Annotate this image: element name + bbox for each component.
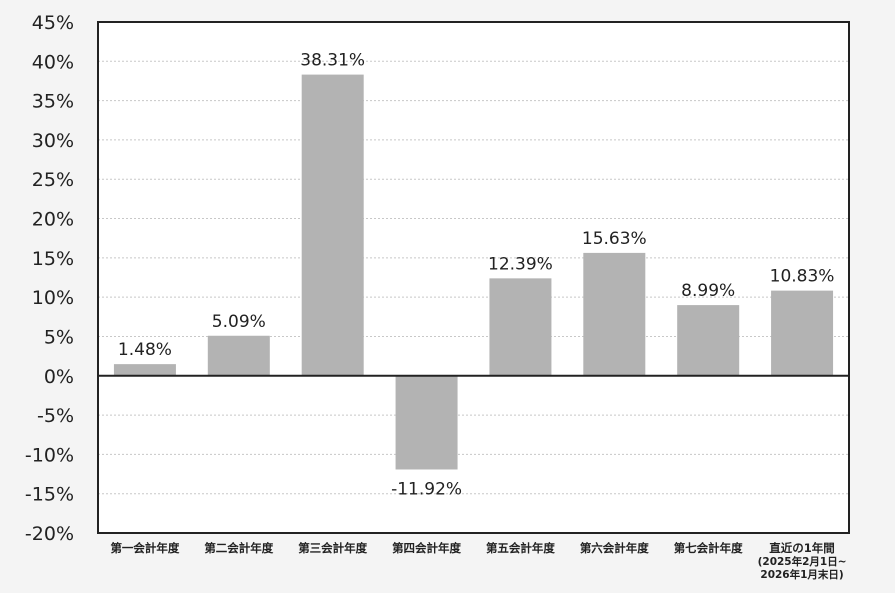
x-tick-label: 第七会計年度 xyxy=(674,541,743,555)
y-tick-label: 15% xyxy=(32,248,74,270)
data-label: 15.63% xyxy=(582,229,647,249)
plot-area xyxy=(98,22,849,533)
y-tick-label: 40% xyxy=(32,51,74,73)
y-tick-label: -5% xyxy=(37,405,74,427)
bar xyxy=(489,278,552,376)
data-label: 12.39% xyxy=(488,254,553,274)
y-tick-label: -20% xyxy=(25,523,74,545)
data-label: 5.09% xyxy=(212,312,266,332)
x-tick-label: 第三会計年度 xyxy=(298,541,367,555)
bar xyxy=(771,290,834,376)
x-tick-label: 第二会計年度 xyxy=(204,541,273,555)
y-tick-label: 30% xyxy=(32,130,74,152)
x-tick-label: 第四会計年度 xyxy=(392,541,461,555)
bar xyxy=(113,364,176,376)
bar xyxy=(395,375,458,470)
data-label: 10.83% xyxy=(770,267,835,287)
bars xyxy=(113,74,834,470)
y-tick-label: -15% xyxy=(25,484,74,506)
bar xyxy=(583,252,646,376)
x-tick-label: 第六会計年度 xyxy=(580,541,649,555)
data-label: 38.31% xyxy=(300,51,365,71)
data-label: 8.99% xyxy=(681,281,735,301)
bar xyxy=(677,305,740,376)
y-tick-label: 5% xyxy=(44,326,74,348)
y-tick-label: 35% xyxy=(32,91,74,113)
y-axis-ticks: 45% 40% 35% 30% 25% 20% 15% 10% 5% 0% -5% -10% -15% -… xyxy=(25,12,74,545)
y-tick-label: 25% xyxy=(32,169,74,191)
x-tick-label: 第五会計年度 xyxy=(486,541,555,555)
y-tick-label: 20% xyxy=(32,209,74,231)
x-tick-label: 第一会計年度 xyxy=(110,541,179,555)
y-tick-label: 10% xyxy=(32,287,74,309)
y-tick-label: 0% xyxy=(44,366,74,388)
y-tick-label: -10% xyxy=(25,444,74,466)
x-tick-label: 直近の1年間(2025年2月1日~ 2026年1月末日) xyxy=(758,541,847,581)
data-label: -11.92% xyxy=(391,479,462,499)
plot-frame xyxy=(97,21,850,534)
bar xyxy=(301,74,364,376)
data-labels: 1.48% 5.09% 38.31% -11.92% 12.39% 15.63% 8.99%… xyxy=(118,51,835,500)
data-label: 1.48% xyxy=(118,340,172,360)
y-tick-label: 45% xyxy=(32,12,74,34)
bar xyxy=(207,335,270,376)
x-axis-ticks: 第一会計年度 第二会計年度 第三会計年度 第四会計年度 第五会計年度 第六会計年度 第七会計… xyxy=(110,541,846,581)
